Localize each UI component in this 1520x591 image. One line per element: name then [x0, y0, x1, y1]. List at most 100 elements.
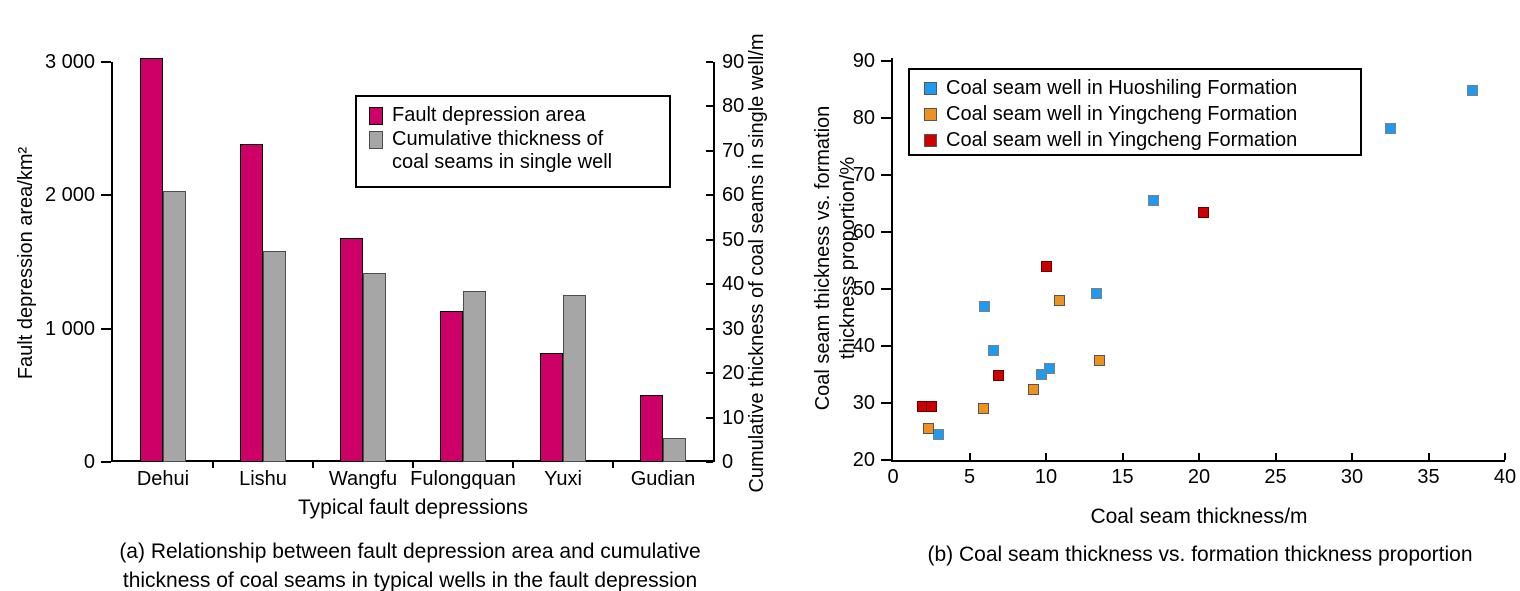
point-yingcheng-orange-2 — [1028, 384, 1039, 395]
chart-a-category-label-lishu: Lishu — [239, 468, 287, 490]
legend-swatch-yingcheng-orange — [924, 107, 937, 121]
bar-area-gudian — [640, 395, 663, 462]
chart-a-right-axis-line — [713, 62, 715, 462]
point-huoshiling-blue-8 — [1467, 85, 1478, 96]
chart-a-right-tick-label: 20 — [722, 362, 745, 385]
chart-b-y-tick — [881, 117, 891, 119]
bar-thickness-lishu — [263, 250, 286, 462]
chart-a-right-tick-label: 50 — [722, 228, 745, 251]
chart-b-x-tick — [1427, 453, 1430, 460]
chart-b-x-tick-label: 10 — [1034, 466, 1058, 488]
point-yingcheng-red-4 — [1198, 207, 1209, 218]
chart-b-x-tick — [1274, 453, 1277, 460]
legend-label-yingcheng-orange: Coal seam well in Yingcheng Formation — [946, 103, 1298, 125]
chart-a-right-tick-label: 10 — [722, 406, 745, 429]
point-huoshiling-blue-2 — [988, 345, 999, 356]
chart-b-legend-row-yingcheng-orange: Coal seam well in Yingcheng Formation — [920, 101, 1350, 127]
bar-area-fulongquan — [440, 311, 463, 462]
bar-area-wangfu — [340, 238, 363, 462]
point-yingcheng-orange-0 — [923, 423, 934, 434]
chart-b-x-tick — [1504, 453, 1506, 460]
chart-a-left-tick — [101, 327, 111, 330]
chart-a-right-tick — [706, 105, 713, 108]
chart-a-right-tick-label: 40 — [722, 273, 745, 296]
point-huoshiling-blue-0 — [933, 429, 944, 440]
point-yingcheng-orange-4 — [1094, 355, 1105, 366]
chart-b-x-tick-label: 15 — [1111, 466, 1134, 488]
bar-area-yuxi — [540, 352, 563, 462]
bar-thickness-gudian — [663, 437, 686, 462]
chart-b-x-tick — [1198, 453, 1200, 460]
chart-a-left-tick-label: 3 000 — [44, 51, 95, 73]
point-huoshiling-blue-6 — [1148, 195, 1159, 206]
chart-a-right-tick-label: 0 — [722, 451, 734, 473]
chart-b-x-tick-label: 30 — [1340, 466, 1364, 488]
chart-a-right-tick — [706, 416, 713, 419]
point-huoshiling-blue-4 — [1044, 363, 1055, 374]
chart-b-x-tick — [1351, 453, 1353, 460]
point-yingcheng-orange-1 — [978, 403, 989, 414]
chart-a-left-tick-label: 1 000 — [44, 317, 95, 340]
chart-a-right-tick — [706, 461, 713, 463]
chart-a-x-tick — [512, 460, 514, 468]
chart-a-right-tick — [706, 194, 713, 197]
chart-a-x-axis-title: Typical fault depressions — [298, 496, 528, 519]
chart-a-right-tick — [706, 283, 713, 286]
chart-b-y-tick-label: 50 — [852, 278, 875, 300]
chart-b-x-tick — [968, 453, 971, 460]
chart-a-x-tick — [312, 460, 314, 468]
chart-b-y-tick-label: 90 — [852, 50, 875, 72]
chart-b-y-tick-label: 70 — [852, 164, 875, 186]
chart-b-y-tick-label: 30 — [852, 392, 875, 414]
chart-b-y-tick — [881, 459, 891, 461]
chart-a-x-tick — [412, 460, 414, 468]
chart-b-x-axis-line — [891, 460, 1505, 462]
chart-b-y-tick — [881, 345, 891, 347]
legend-label-cumulative-thickness: Cumulative thickness of coal seams in si… — [392, 128, 613, 173]
bar-thickness-dehui — [163, 190, 186, 462]
chart-a-right-tick — [706, 327, 713, 330]
chart-b-x-tick-label: 5 — [963, 466, 976, 488]
chart-a-right-tick-label: 80 — [722, 95, 745, 118]
chart-b-x-tick-label: 25 — [1264, 466, 1287, 488]
chart-a-left-tick-label: 0 — [83, 451, 95, 473]
chart-a-right-tick-label: 70 — [722, 139, 745, 162]
bar-thickness-fulongquan — [463, 290, 486, 462]
bar-thickness-yuxi — [563, 295, 586, 462]
chart-b-y-tick-label: 20 — [852, 449, 875, 471]
chart-a-left-tick — [101, 194, 111, 197]
chart-a-left-axis-line — [111, 62, 113, 462]
legend-swatch-yingcheng-red — [924, 133, 937, 147]
chart-b-y-tick-label: 60 — [852, 221, 875, 243]
chart-a: Fault depression area/km² Cumulative thi… — [15, 33, 768, 591]
chart-b-x-tick-label: 20 — [1187, 466, 1211, 488]
legend-swatch-huoshiling — [924, 81, 937, 95]
chart-a-category-label-yuxi: Yuxi — [544, 468, 582, 490]
chart-a-right-tick — [706, 372, 713, 375]
bar-area-dehui — [140, 58, 163, 462]
chart-b-y-tick — [881, 288, 891, 290]
point-yingcheng-red-1 — [926, 401, 937, 412]
chart-b-x-axis-title: Coal seam thickness/m — [1090, 505, 1308, 528]
chart-a-right-tick — [706, 238, 713, 241]
chart-b-legend-row-yingcheng-red: Coal seam well in Yingcheng Formation — [920, 127, 1350, 153]
legend-swatch-cumulative-thickness — [369, 131, 383, 149]
chart-a-category-label-fulongquan: Fulongquan — [410, 468, 516, 490]
chart-a-left-tick — [101, 61, 111, 63]
chart-b-y-axis-line — [891, 58, 893, 462]
chart-a-left-tick-label: 2 000 — [44, 184, 95, 207]
chart-b-y-tick — [881, 174, 891, 176]
chart-b-y-tick-label: 80 — [852, 107, 875, 129]
chart-a-right-tick — [706, 61, 713, 63]
chart-b-x-tick-label: 0 — [887, 466, 899, 488]
chart-b-x-tick — [1045, 453, 1047, 460]
bar-area-lishu — [240, 144, 263, 462]
chart-b-y-tick — [881, 231, 891, 233]
legend-swatch-fault-depression-area — [369, 107, 383, 125]
chart-b-x-tick-label: 35 — [1417, 466, 1440, 488]
chart-a-right-tick-label: 90 — [722, 51, 745, 73]
chart-a-category-label-gudian: Gudian — [630, 468, 696, 490]
chart-a-x-tick — [612, 460, 614, 468]
